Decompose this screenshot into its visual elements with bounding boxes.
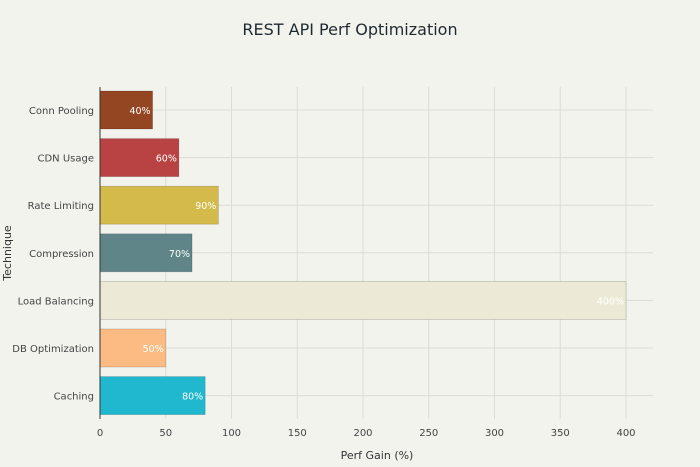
x-tick-label: 0: [97, 428, 103, 439]
x-tick-label: 100: [222, 428, 241, 439]
ticks: 0 50 100 150 200 250 300 350 400 Conn Pooling CDN …: [12, 106, 635, 439]
y-axis-label: Technique: [1, 225, 14, 282]
bar-value-label: 80%: [182, 392, 203, 403]
y-tick-label: CDN Usage: [38, 154, 95, 165]
bar: [99, 185, 219, 225]
bar-value-label: 400%: [597, 296, 624, 307]
y-tick-label: Rate Limiting: [28, 201, 94, 212]
y-tick-label: Conn Pooling: [29, 106, 94, 117]
y-tick-label: Caching: [54, 392, 94, 403]
bar-value-label: 90%: [195, 201, 216, 212]
chart-title: REST API Perf Optimization: [242, 20, 457, 39]
bar: [99, 233, 193, 273]
x-tick-label: 200: [353, 428, 372, 439]
bar-value-label: 70%: [169, 249, 190, 260]
x-axis-label: Perf Gain (%): [341, 449, 414, 462]
bar: [99, 376, 206, 416]
bar-value-label: 50%: [143, 344, 164, 355]
y-tick-label: DB Optimization: [12, 344, 94, 355]
x-tick-label: 300: [485, 428, 504, 439]
y-tick-label: Load Balancing: [18, 296, 94, 307]
x-tick-label: 150: [288, 428, 307, 439]
bar: [99, 280, 627, 320]
y-tick-label: Compression: [29, 249, 94, 260]
x-tick-label: 50: [159, 428, 172, 439]
bar: [99, 328, 167, 368]
bar-value-label: 60%: [156, 154, 177, 165]
bar-value-label: 40%: [129, 106, 150, 117]
x-tick-label: 250: [419, 428, 438, 439]
x-tick-label: 350: [551, 428, 570, 439]
x-tick-label: 400: [616, 428, 635, 439]
